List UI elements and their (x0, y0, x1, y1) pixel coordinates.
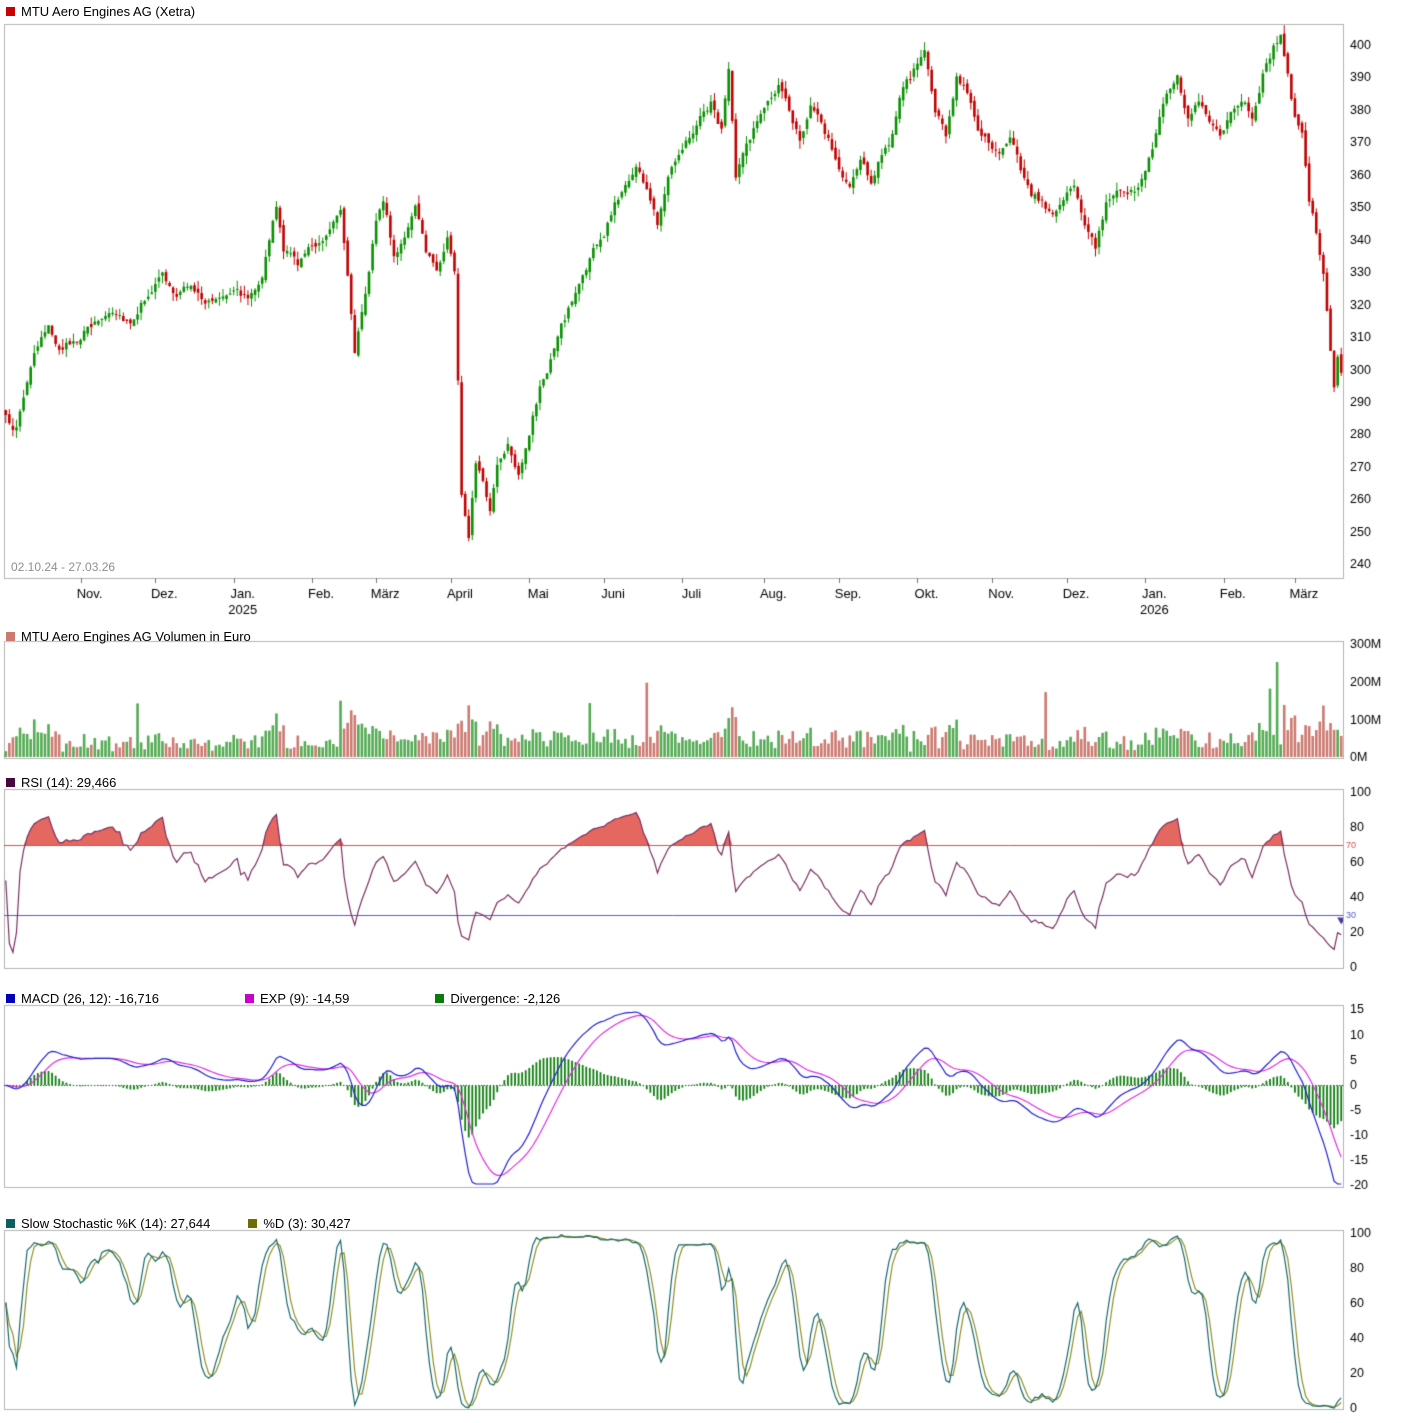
rsi-legend: RSI (14): 29,466 (6, 774, 116, 790)
stochastic-k-square-icon (6, 1218, 15, 1228)
macd-signal-legend-item: EXP (9): -14,59 (245, 991, 349, 1006)
volume-title: MTU Aero Engines AG Volumen in Euro (21, 628, 251, 644)
date-range-label: 02.10.24 - 27.03.26 (11, 560, 116, 574)
stochastic-d-square-icon (248, 1218, 258, 1228)
stochastic-k-value-label: Slow Stochastic %K (14): 27,644 (21, 1215, 211, 1231)
rsi-legend-label: RSI (14): 29,466 (21, 774, 117, 790)
macd-signal-value-label: EXP (9): -14,59 (260, 990, 350, 1006)
stochastic-d-legend-item: %D (3): 30,427 (248, 1215, 351, 1231)
macd-signal-square-icon (245, 993, 255, 1003)
stochastic-k-legend-item: Slow Stochastic %K (14): 27,644 (6, 1216, 210, 1231)
stochastic-d-value-label: %D (3): 30,427 (263, 1215, 351, 1231)
price-chart-legend: MTU Aero Engines AG (Xetra) (6, 3, 195, 19)
volume-legend-square-icon (6, 631, 15, 641)
stochastic-legend: Slow Stochastic %K (14): 27,644 %D (3): … (6, 1215, 351, 1231)
rsi-legend-square-icon (6, 777, 15, 787)
macd-value-label: MACD (26, 12): -16,716 (21, 990, 160, 1006)
macd-legend: MACD (26, 12): -16,716 EXP (9): -14,59 D… (6, 990, 560, 1006)
macd-legend-item: MACD (26, 12): -16,716 (6, 991, 159, 1006)
macd-divergence-legend-item: Divergence: -2,126 (435, 991, 560, 1006)
macd-divergence-value-label: Divergence: -2,126 (450, 990, 561, 1006)
price-chart-title: MTU Aero Engines AG (Xetra) (21, 3, 196, 19)
volume-legend: MTU Aero Engines AG Volumen in Euro (6, 628, 251, 644)
macd-line-square-icon (6, 993, 15, 1003)
macd-divergence-square-icon (435, 993, 445, 1003)
price-legend-square-icon (6, 6, 15, 16)
